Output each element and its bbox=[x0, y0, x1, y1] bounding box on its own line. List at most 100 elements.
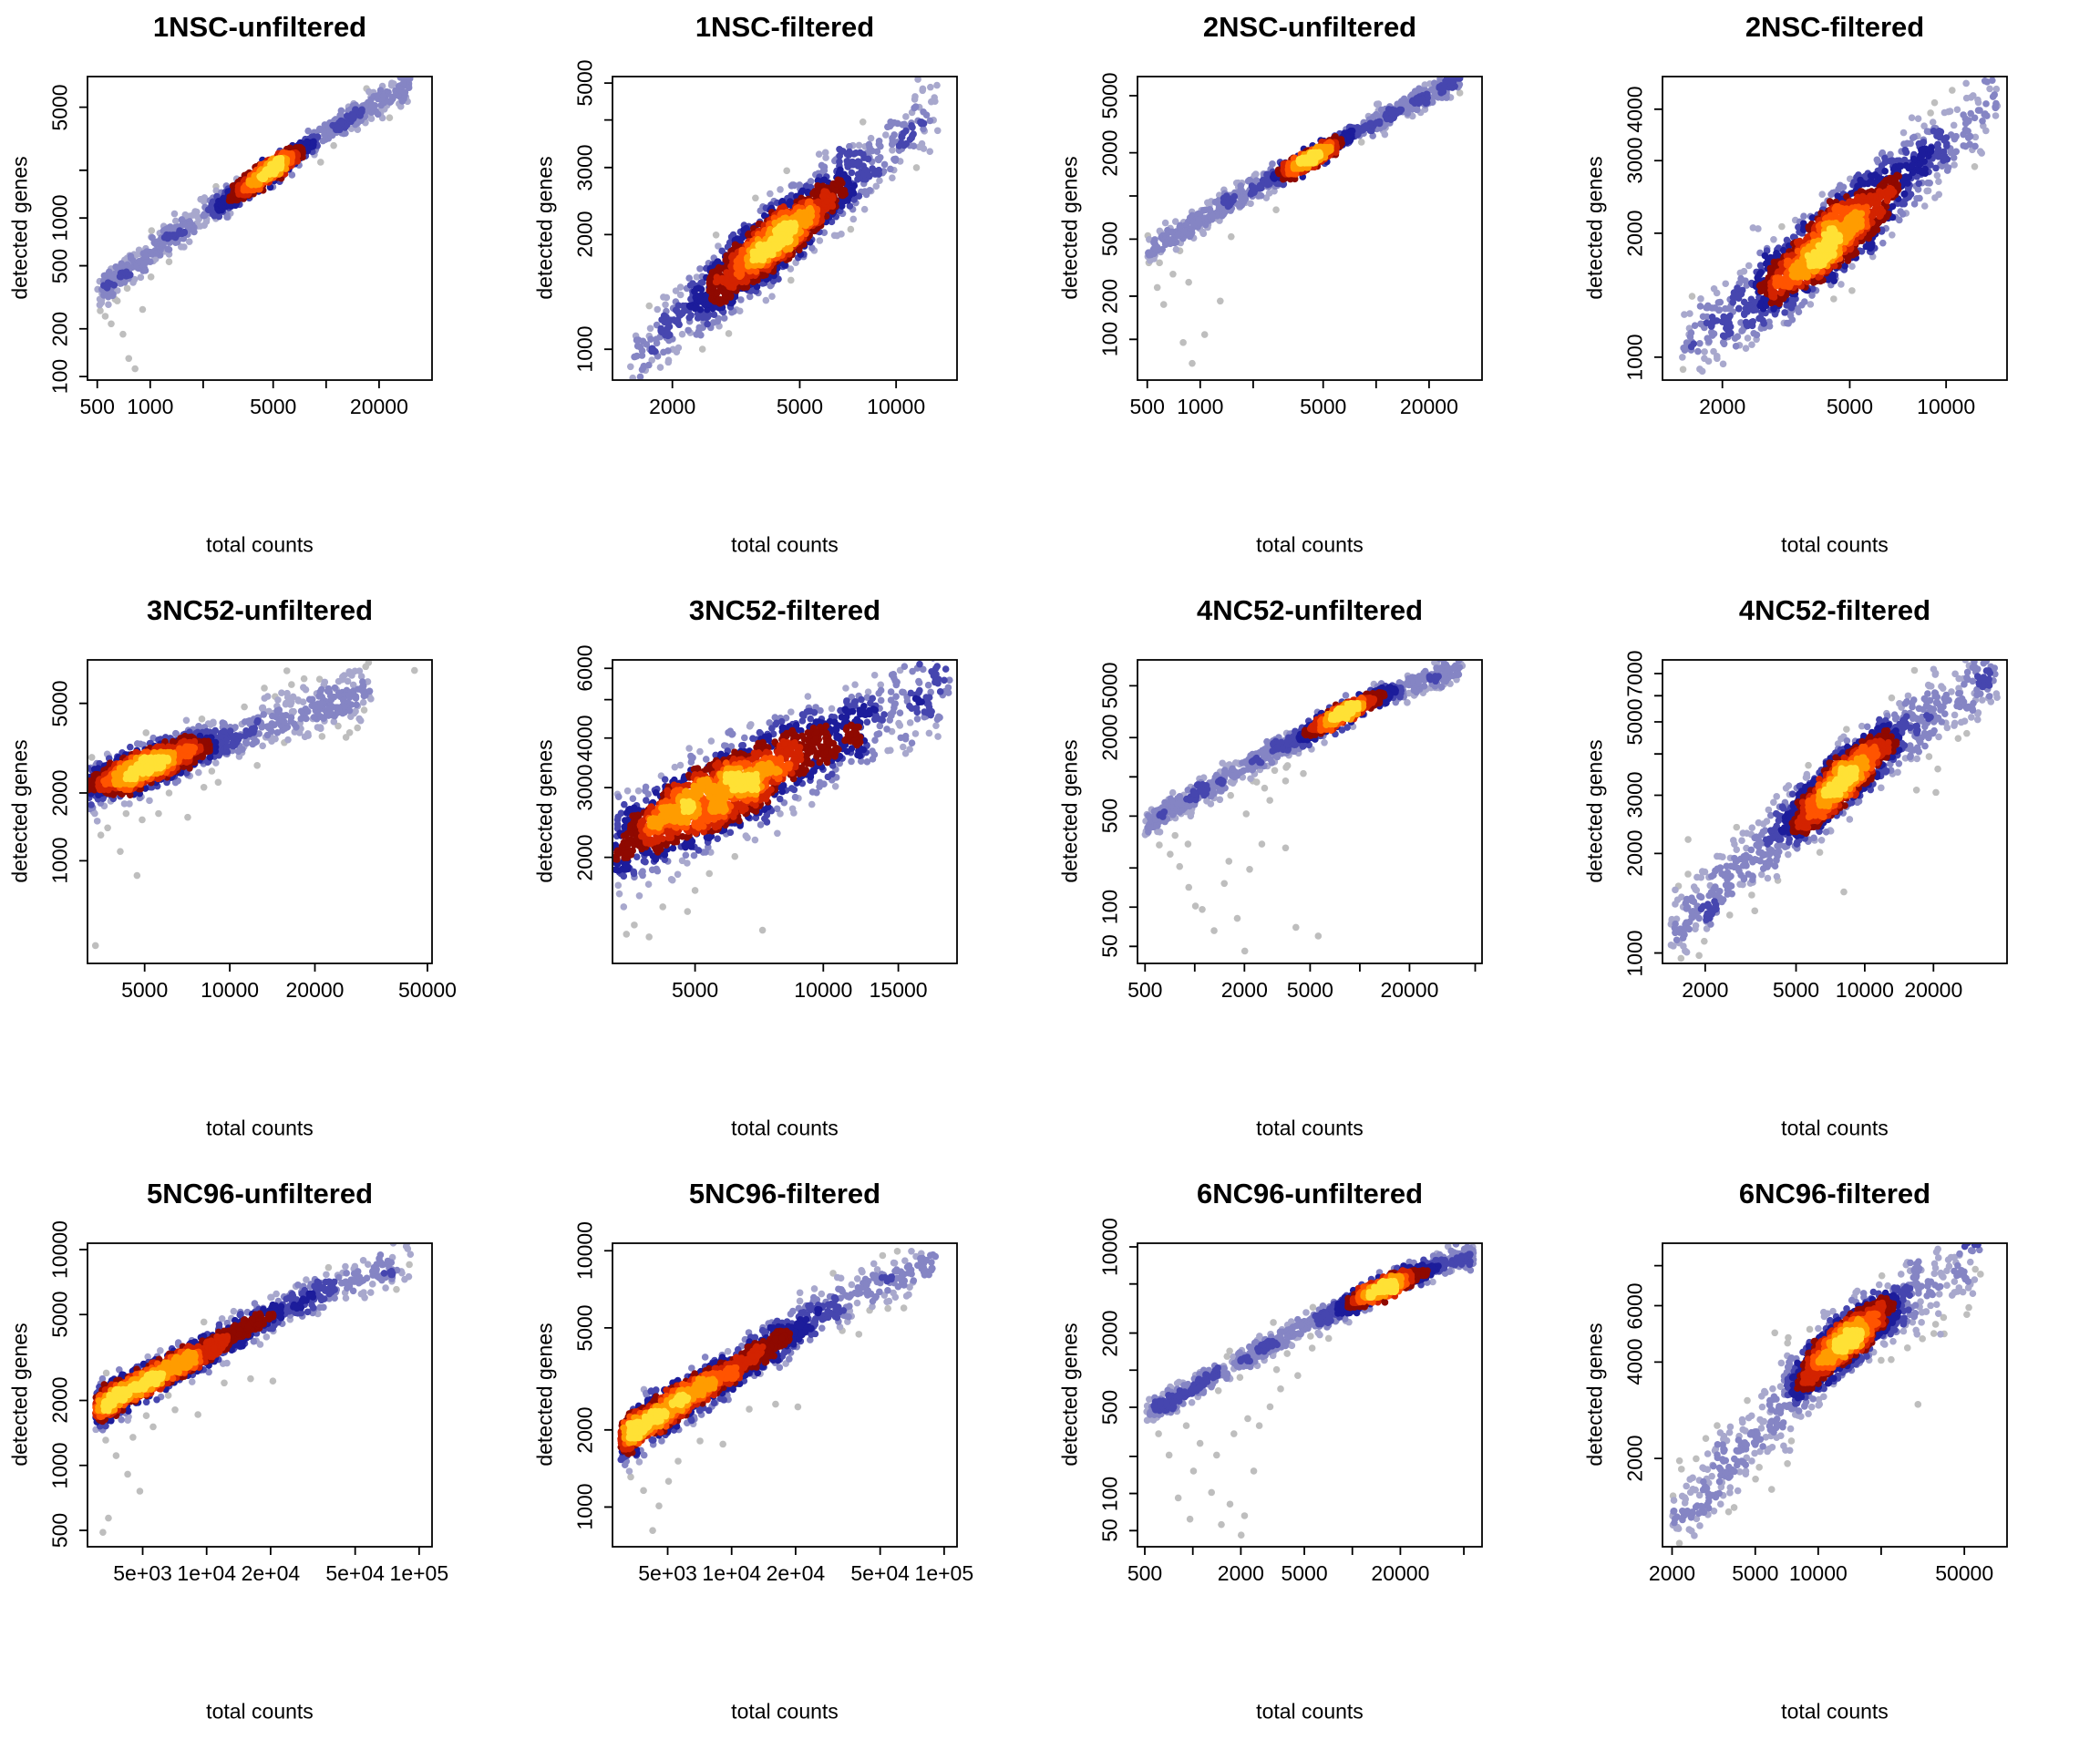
y-tick-label: 6000 bbox=[1622, 1282, 1647, 1330]
panel-4nc52-unfiltered: 4NC52-unfiltered total counts detected g… bbox=[1050, 583, 1575, 1167]
x-tick-label: 1e+04 bbox=[177, 1561, 237, 1585]
panel-title: 4NC52-unfiltered bbox=[1196, 594, 1424, 626]
y-tick-label: 4000 bbox=[1622, 1338, 1647, 1385]
x-tick-label: 5000 bbox=[671, 978, 719, 1002]
y-tick-label: 2000 bbox=[572, 1406, 597, 1454]
x-axis-label: total counts bbox=[206, 1699, 314, 1724]
plot-canvas bbox=[0, 0, 525, 583]
x-tick-label: 5e+04 bbox=[850, 1561, 910, 1585]
panel-title: 3NC52-unfiltered bbox=[146, 594, 374, 626]
panel-1nsc-filtered: 1NSC-filtered total counts detected gene… bbox=[525, 0, 1050, 583]
y-tick-label: 3000 bbox=[572, 144, 597, 191]
x-tick-label: 5000 bbox=[1826, 395, 1874, 418]
y-tick-label: 4000 bbox=[572, 715, 597, 762]
panel-title: 5NC96-filtered bbox=[688, 1178, 881, 1210]
panel-title: 5NC96-unfiltered bbox=[146, 1178, 374, 1210]
x-tick-label: 2000 bbox=[1682, 978, 1729, 1002]
x-tick-label: 1e+05 bbox=[389, 1561, 449, 1585]
panel-5nc96-filtered: 5NC96-filtered total counts detected gen… bbox=[525, 1167, 1050, 1750]
y-tick-label: 500 bbox=[47, 248, 72, 283]
x-tick-label: 2e+04 bbox=[766, 1561, 826, 1585]
x-tick-label: 10000 bbox=[1917, 395, 1976, 418]
x-tick-label: 20000 bbox=[1371, 1561, 1430, 1585]
y-tick-label: 100 bbox=[47, 358, 72, 395]
y-tick-label: 200 bbox=[47, 311, 72, 346]
y-axis-label: detected genes bbox=[1582, 739, 1607, 883]
x-tick-label: 10000 bbox=[1835, 978, 1894, 1002]
y-tick-label: 2000 bbox=[572, 834, 597, 881]
y-tick-label: 2000 bbox=[1622, 1435, 1647, 1482]
panel-title: 2NSC-filtered bbox=[1745, 11, 1925, 43]
plot-canvas bbox=[525, 583, 1050, 1167]
y-tick-label: 100 bbox=[1097, 890, 1122, 925]
plot-canvas bbox=[0, 583, 525, 1167]
x-tick-label: 20000 bbox=[1380, 978, 1439, 1002]
x-tick-label: 500 bbox=[79, 395, 115, 418]
panel-3nc52-unfiltered: 3NC52-unfiltered total counts detected g… bbox=[0, 583, 525, 1167]
x-tick-label: 500 bbox=[1129, 395, 1165, 418]
plot-canvas bbox=[1575, 1167, 2100, 1750]
plot-canvas bbox=[0, 1167, 525, 1750]
y-axis-label: detected genes bbox=[7, 739, 32, 883]
y-tick-label: 6000 bbox=[572, 644, 597, 692]
plot-canvas bbox=[1575, 583, 2100, 1167]
y-tick-label: 2000 bbox=[1622, 829, 1647, 877]
x-tick-label: 2000 bbox=[649, 395, 696, 418]
y-tick-label: 100 bbox=[1097, 1476, 1122, 1511]
y-axis-label: detected genes bbox=[1057, 739, 1082, 883]
panel-title: 4NC52-filtered bbox=[1738, 594, 1931, 626]
y-axis-label: detected genes bbox=[1057, 156, 1082, 300]
x-axis-label: total counts bbox=[1781, 1699, 1889, 1724]
y-tick-label: 2000 bbox=[1097, 714, 1122, 761]
y-axis-label: detected genes bbox=[7, 1323, 32, 1467]
y-axis-label: detected genes bbox=[532, 156, 557, 300]
x-tick-label: 2e+04 bbox=[241, 1561, 301, 1585]
y-tick-label: 3000 bbox=[1622, 137, 1647, 184]
x-tick-label: 15000 bbox=[869, 978, 928, 1002]
y-tick-label: 2000 bbox=[572, 211, 597, 258]
panel-title: 1NSC-unfiltered bbox=[152, 11, 367, 43]
plot-canvas bbox=[1050, 583, 1575, 1167]
x-axis-label: total counts bbox=[731, 1116, 839, 1140]
y-tick-label: 1000 bbox=[47, 1442, 72, 1489]
panel-6nc96-filtered: 6NC96-filtered total counts detected gen… bbox=[1575, 1167, 2100, 1750]
x-tick-label: 5000 bbox=[1772, 978, 1820, 1002]
x-tick-label: 5e+03 bbox=[638, 1561, 697, 1585]
x-axis-label: total counts bbox=[1256, 1116, 1364, 1140]
panel-title: 2NSC-unfiltered bbox=[1202, 11, 1417, 43]
y-tick-label: 2000 bbox=[1097, 1309, 1122, 1357]
panel-1nsc-unfiltered: 1NSC-unfiltered total counts detected ge… bbox=[0, 0, 525, 583]
x-axis-label: total counts bbox=[1781, 532, 1889, 557]
x-tick-label: 5000 bbox=[250, 395, 297, 418]
x-tick-label: 10000 bbox=[794, 978, 853, 1002]
plot-canvas bbox=[1050, 0, 1575, 583]
x-tick-label: 2000 bbox=[1220, 978, 1268, 1002]
y-axis-label: detected genes bbox=[7, 156, 32, 300]
y-tick-label: 4000 bbox=[1622, 86, 1647, 133]
y-tick-label: 500 bbox=[1097, 221, 1122, 257]
plot-canvas bbox=[1050, 1167, 1575, 1750]
x-tick-label: 20000 bbox=[1399, 395, 1458, 418]
y-tick-label: 5000 bbox=[572, 1304, 597, 1352]
x-tick-label: 1000 bbox=[1177, 395, 1224, 418]
y-tick-label: 500 bbox=[1097, 798, 1122, 834]
y-tick-label: 1000 bbox=[1622, 929, 1647, 977]
panel-2nsc-unfiltered: 2NSC-unfiltered total counts detected ge… bbox=[1050, 0, 1575, 583]
x-tick-label: 2000 bbox=[1217, 1561, 1264, 1585]
y-tick-label: 2000 bbox=[47, 769, 72, 817]
y-tick-label: 5000 bbox=[572, 59, 597, 107]
x-tick-label: 500 bbox=[1127, 978, 1163, 1002]
y-tick-label: 1000 bbox=[47, 837, 72, 884]
y-axis-label: detected genes bbox=[1057, 1323, 1082, 1467]
x-tick-label: 2000 bbox=[1699, 395, 1746, 418]
y-axis-label: detected genes bbox=[532, 739, 557, 883]
x-tick-label: 2000 bbox=[1648, 1561, 1696, 1585]
x-tick-label: 5000 bbox=[1281, 1561, 1328, 1585]
x-tick-label: 10000 bbox=[1788, 1561, 1848, 1585]
panel-4nc52-filtered: 4NC52-filtered total counts detected gen… bbox=[1575, 583, 2100, 1167]
y-tick-label: 7000 bbox=[1622, 650, 1647, 697]
x-tick-label: 50000 bbox=[397, 978, 457, 1002]
panel-title: 6NC96-filtered bbox=[1738, 1178, 1931, 1210]
panel-title: 1NSC-filtered bbox=[695, 11, 875, 43]
